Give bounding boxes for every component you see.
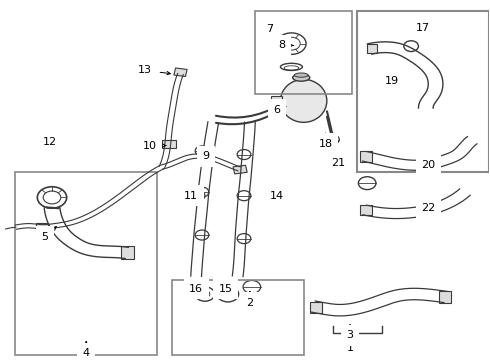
Bar [172, 280, 304, 355]
FancyBboxPatch shape [233, 165, 247, 174]
Text: 6: 6 [273, 105, 286, 115]
Text: 14: 14 [270, 191, 284, 201]
Text: 15: 15 [219, 284, 232, 294]
FancyBboxPatch shape [360, 205, 372, 215]
Ellipse shape [293, 74, 310, 81]
Text: 19: 19 [385, 76, 399, 86]
Bar [15, 172, 157, 355]
Text: 7: 7 [266, 24, 273, 34]
Text: 12: 12 [43, 131, 57, 147]
Ellipse shape [294, 73, 308, 77]
Text: 10: 10 [143, 141, 166, 150]
Text: 2: 2 [246, 292, 253, 308]
Bar [255, 12, 352, 94]
Text: 11: 11 [184, 191, 198, 201]
Ellipse shape [280, 80, 327, 122]
Text: 5: 5 [41, 227, 56, 242]
Text: 18: 18 [318, 133, 333, 149]
FancyBboxPatch shape [360, 151, 372, 162]
FancyBboxPatch shape [162, 140, 176, 148]
FancyBboxPatch shape [440, 291, 451, 303]
Text: 4: 4 [83, 342, 90, 358]
Text: 13: 13 [138, 66, 171, 76]
FancyBboxPatch shape [367, 44, 377, 53]
FancyBboxPatch shape [36, 223, 48, 230]
Text: 21: 21 [331, 158, 345, 168]
Text: 20: 20 [421, 160, 435, 170]
Text: 3: 3 [346, 325, 354, 340]
Text: 1: 1 [346, 334, 354, 353]
Bar [357, 12, 490, 172]
Text: 22: 22 [421, 203, 435, 213]
FancyBboxPatch shape [174, 68, 187, 77]
Text: 8: 8 [278, 40, 294, 50]
FancyBboxPatch shape [122, 247, 134, 258]
Text: 17: 17 [416, 23, 430, 32]
FancyBboxPatch shape [310, 302, 322, 314]
Text: 16: 16 [189, 284, 203, 294]
Text: 9: 9 [202, 151, 209, 161]
FancyBboxPatch shape [271, 96, 282, 102]
